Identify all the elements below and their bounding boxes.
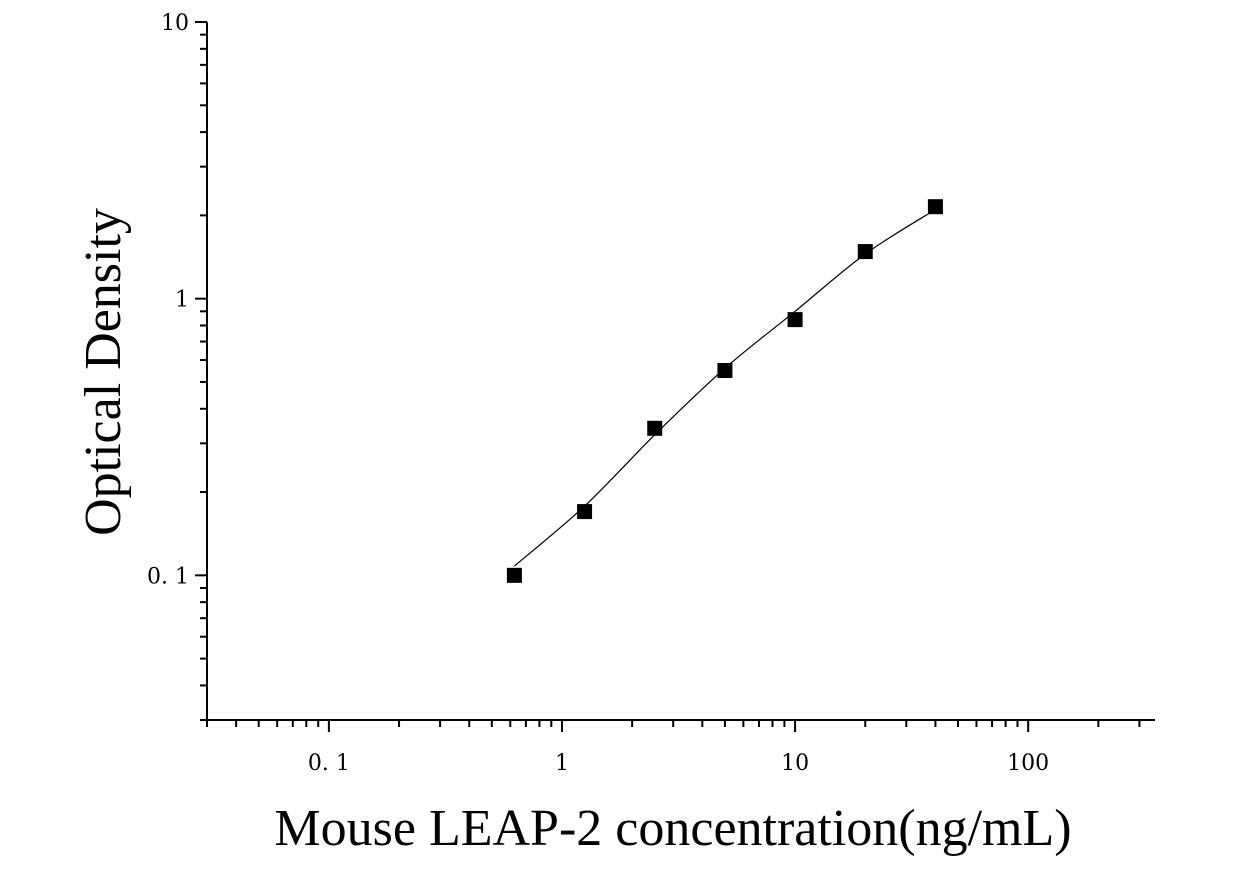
x-tick-label: 10 [781,751,809,776]
data-point [577,504,593,520]
x-tick-label: 100 [1007,751,1049,776]
ticks: 0. 1 1 10 100 0. 1 1 10 [147,11,1141,776]
x-tick-label: 0. 1 [308,751,350,776]
y-tick-label: 0. 1 [147,564,189,589]
data-point [857,244,873,260]
data-point [717,363,733,379]
data-point [927,199,943,215]
y-tick-label: 10 [161,11,189,36]
y-tick-label: 1 [175,288,189,313]
axes [206,22,1155,721]
y-axis-title: Optical Density [75,208,132,536]
x-tick-label: 1 [555,751,569,776]
data-point [647,420,663,436]
data-point [787,312,803,328]
x-axis-title: Mouse LEAP-2 concentration(ng/mL) [274,800,1071,857]
data-points [506,199,943,583]
data-point [506,567,522,583]
